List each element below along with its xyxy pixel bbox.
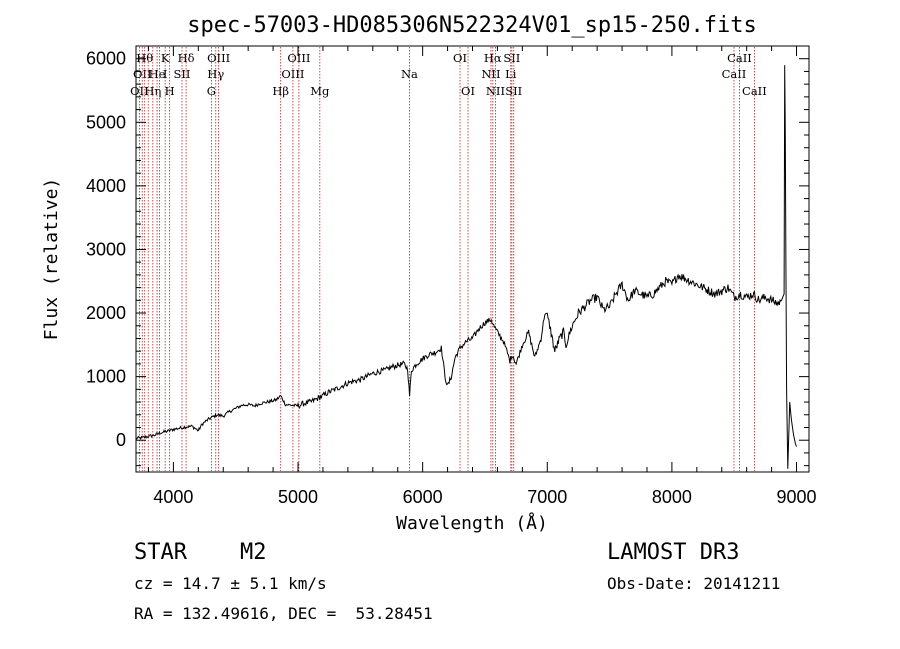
spectral-line-label: OIII	[281, 67, 304, 81]
spectral-line-markers: OII OII Hθ Hη He KIH SII Hδ G Hγ OIII Hβ OIII OIII Mg N…	[130, 47, 767, 471]
spectral-line-label: OIII	[287, 51, 310, 65]
object-type: STAR	[134, 540, 187, 565]
spectral-line-label: NII	[486, 84, 505, 98]
spectral-line-label: CaII	[722, 67, 747, 81]
spectral-line-label: Na	[401, 67, 418, 81]
spectral-line-label: OII	[130, 84, 149, 98]
y-tick-label: 1000	[86, 367, 126, 387]
y-tick-label: 4000	[86, 176, 126, 196]
y-tick-label: 5000	[86, 112, 126, 132]
spectral-line-label: Hθ	[136, 51, 153, 65]
spectral-line-label: NII	[481, 67, 500, 81]
spectral-line-label: G	[207, 84, 216, 98]
spectral-line-label: Hγ	[207, 67, 224, 81]
x-axis-label: Wavelength (Å)	[396, 512, 548, 534]
spectral-line-label: H	[165, 84, 175, 98]
spectral-line-label: Hα	[484, 51, 502, 65]
spectral-line-label: CaII	[727, 51, 752, 65]
x-tick-label: 8000	[652, 487, 692, 507]
x-tick-label: 4000	[153, 487, 193, 507]
observation-date: Obs-Date: 20141211	[607, 574, 781, 593]
x-tick-label: 9000	[777, 487, 817, 507]
spectral-line-label: Mg	[310, 84, 330, 98]
object-subclass: M2	[240, 540, 267, 565]
y-axis-label: Flux (relative)	[41, 178, 62, 341]
spectral-line-label: Li	[505, 67, 517, 81]
y-tick-label: 3000	[86, 239, 126, 259]
spectral-line-label: SII	[503, 51, 520, 65]
spectral-line-label: OI	[461, 84, 475, 98]
spectral-line-label: K	[161, 51, 170, 65]
survey-name: LAMOST DR3	[607, 540, 740, 565]
y-tick-label: 0	[116, 430, 126, 450]
spectral-line-label: OII	[133, 67, 152, 81]
axes: 4000 5000 6000 7000 8000 9000 0 1000 2000 3000 400…	[86, 46, 817, 507]
spectrum-line	[135, 65, 797, 469]
plot-frame	[135, 45, 810, 473]
spectral-line-label: He	[149, 67, 166, 81]
spectral-line-label: Hβ	[272, 84, 289, 98]
spectral-line-label: OIII	[207, 51, 230, 65]
chart-title: spec-57003-HD085306N522324V01_sp15-250.f…	[187, 13, 757, 38]
spectral-line-label: Hδ	[178, 51, 195, 65]
redshift-value: cz = 14.7 ± 5.1 km/s	[134, 574, 327, 593]
spectral-line-label: I	[163, 67, 168, 81]
x-tick-label: 6000	[403, 487, 443, 507]
spectral-line-label: Hη	[144, 84, 161, 98]
spectral-line-label: SII	[505, 84, 522, 98]
x-tick-label: 5000	[278, 487, 318, 507]
coordinates: RA = 132.49616, DEC = 53.28451	[134, 604, 433, 623]
y-tick-label: 2000	[86, 303, 126, 323]
spectral-line-label: SII	[174, 67, 191, 81]
x-tick-label: 7000	[527, 487, 567, 507]
spectrum-series	[135, 65, 797, 469]
y-tick-label: 6000	[86, 49, 126, 69]
spectral-line-label: OI	[453, 51, 467, 65]
spectral-line-label: CaII	[742, 84, 767, 98]
